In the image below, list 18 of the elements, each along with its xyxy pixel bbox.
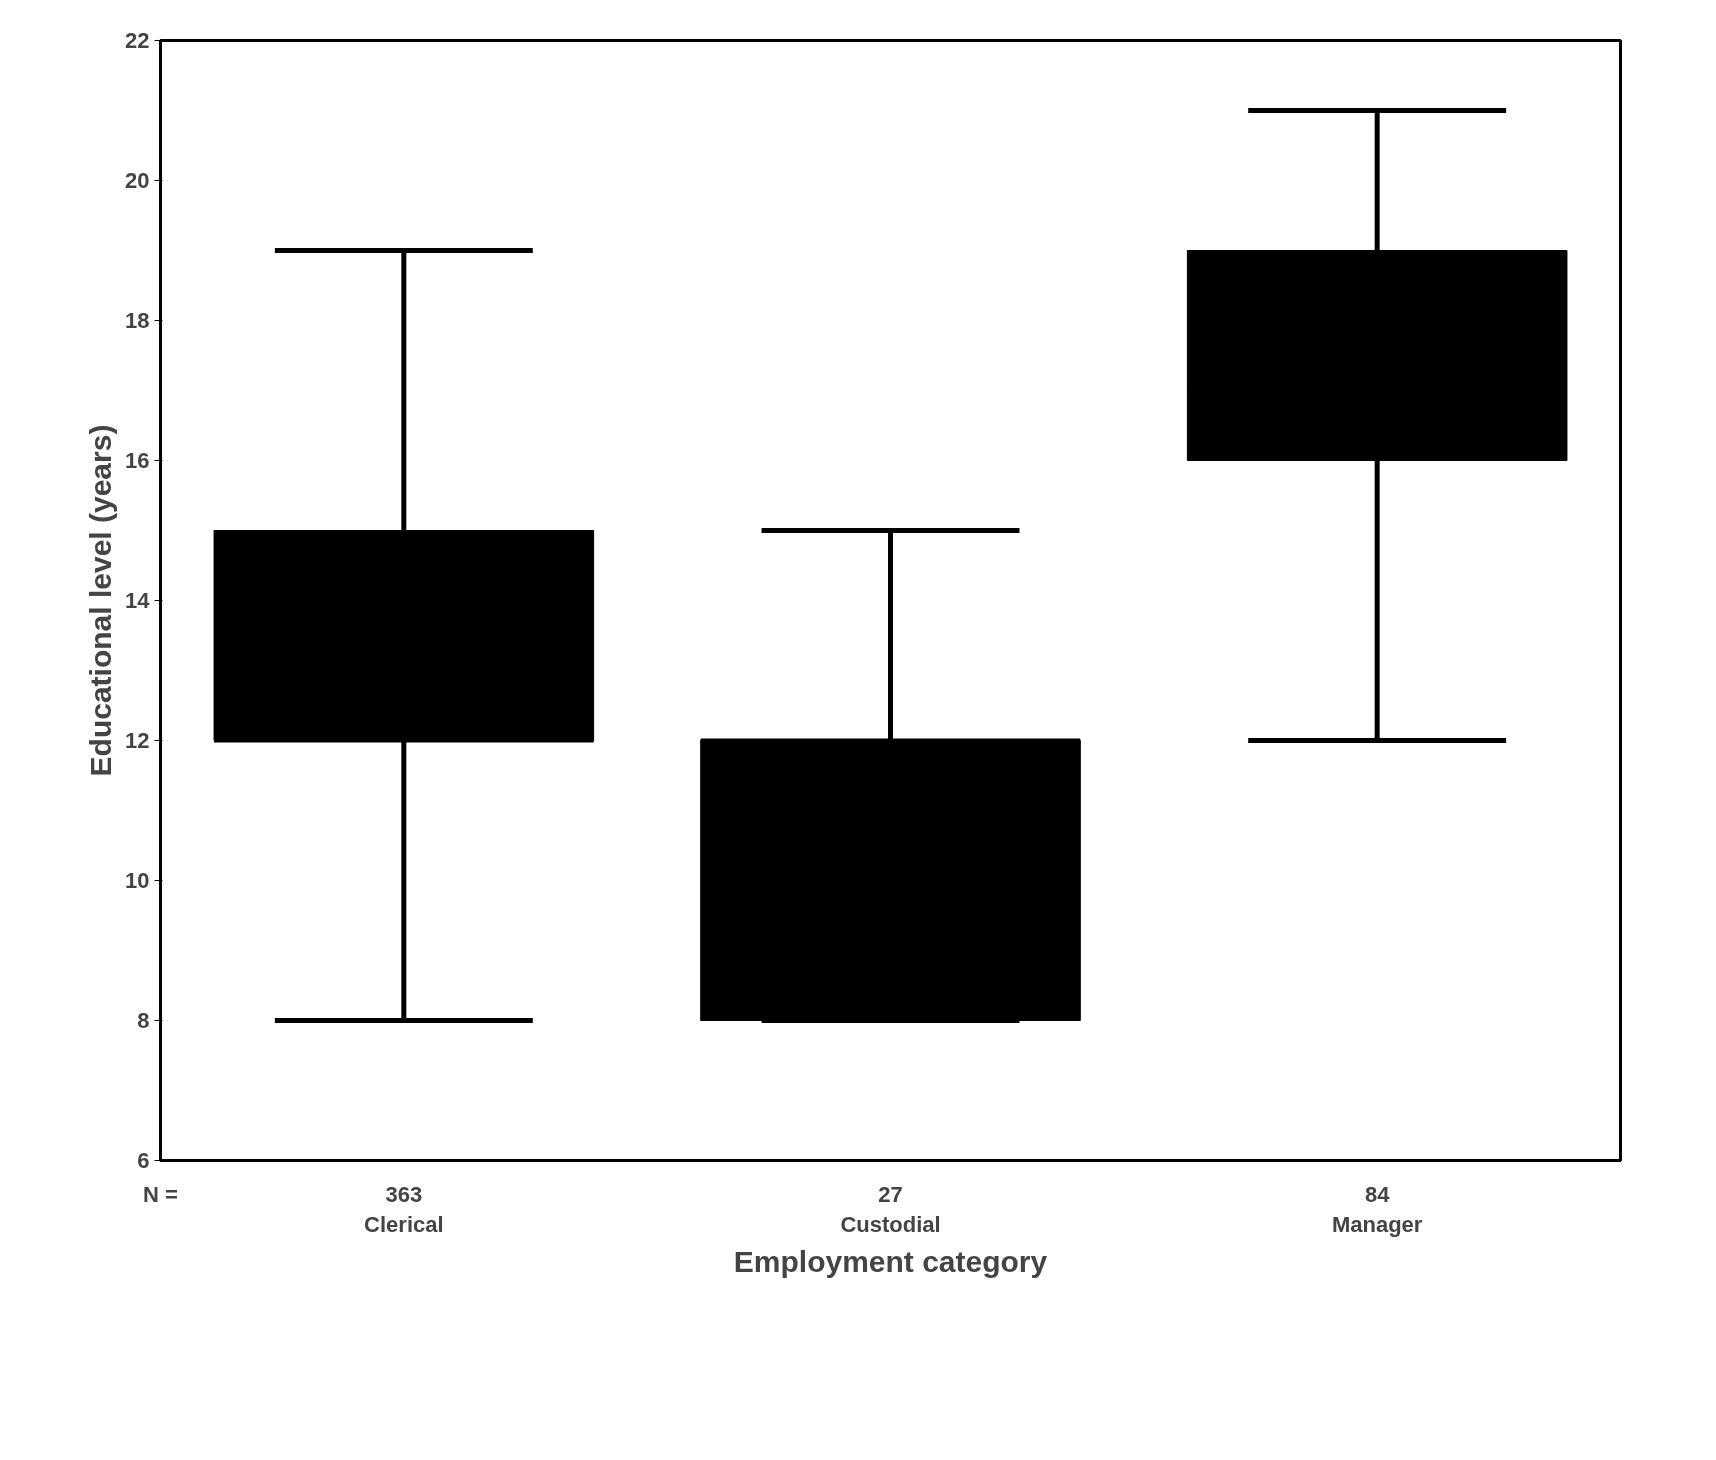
y-tick-label: 16 (125, 448, 150, 473)
x-tick-label: Clerical (364, 1211, 444, 1237)
y-tick-label: 6 (137, 1148, 150, 1173)
x-tick-label: Manager (1331, 1211, 1423, 1237)
x-tick-label: Custodial (840, 1211, 941, 1237)
x-axis-title: Employment category (733, 1244, 1048, 1278)
y-tick-label: 8 (137, 1008, 150, 1033)
text: 84 (1364, 1181, 1391, 1207)
y-tick-label: 20 (125, 168, 150, 193)
y-tick-label: 18 (125, 308, 150, 333)
text: N = (143, 1181, 178, 1207)
y-tick-label: 22 (125, 28, 150, 53)
text: 363 (385, 1181, 423, 1207)
y-tick-label: 12 (125, 728, 150, 753)
y-axis-title: Educational level (years) (84, 424, 118, 777)
y-tick-label: 14 (125, 588, 151, 613)
text: 27 (878, 1181, 903, 1207)
y-tick-label: 10 (125, 868, 150, 893)
